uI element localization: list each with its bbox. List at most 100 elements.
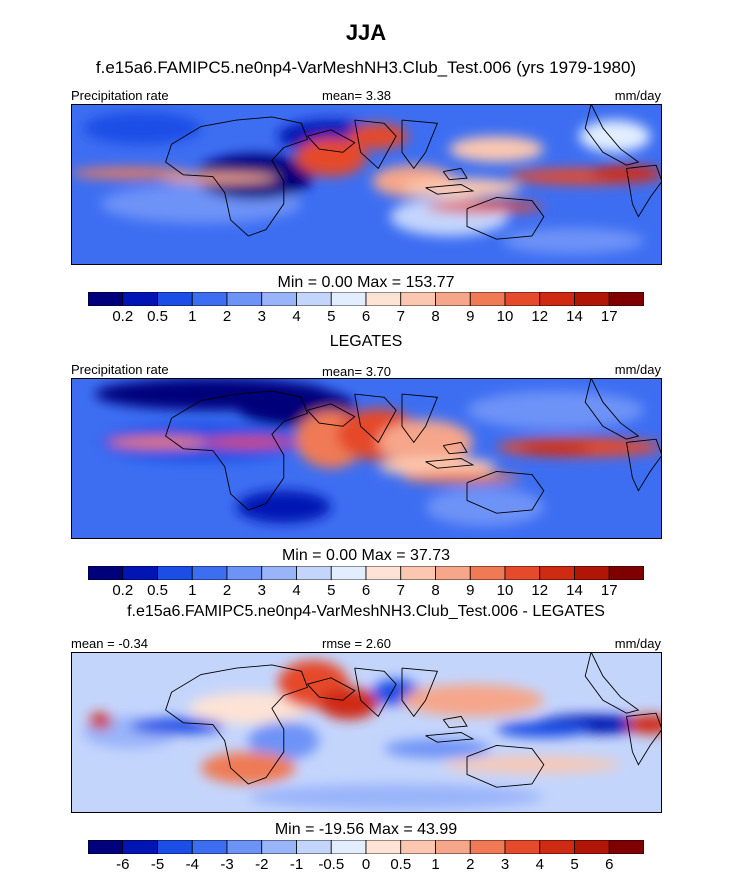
- panel3-mean-label: mean = -0.34: [71, 636, 148, 651]
- coastline: [466, 196, 545, 240]
- colorbar-swatch: [296, 840, 332, 854]
- coastline: [442, 167, 468, 181]
- precip-field-blob: [520, 442, 592, 456]
- colorbar-tick-label: 2: [222, 582, 232, 599]
- colorbar-swatch: [400, 566, 436, 580]
- colorbar-tick-label: -2: [255, 856, 269, 873]
- colorbar-swatch: [504, 566, 541, 580]
- precip-field-blob: [425, 487, 544, 527]
- precip-field-blob: [82, 112, 202, 145]
- colorbar-tick-label: -0.5: [318, 856, 345, 873]
- colorbar-tick-label: 10: [496, 308, 514, 325]
- coastline: [466, 470, 545, 514]
- panel3-difference-map: [71, 652, 662, 813]
- colorbar-swatch: [122, 292, 158, 306]
- colorbar-swatch: [296, 566, 332, 580]
- colorbar-tick-label: 10: [496, 582, 514, 599]
- precip-field-blob: [401, 684, 544, 717]
- colorbar-tick-label: 5: [570, 856, 579, 873]
- colorbar-swatch: [539, 566, 575, 580]
- precip-field-blob: [502, 227, 645, 254]
- colorbar-tick-label: 9: [466, 582, 475, 599]
- precip-field-blob: [130, 718, 225, 735]
- colorbar-tick-label: 14: [566, 308, 583, 325]
- colorbar-swatch: [157, 566, 193, 580]
- panel2-units-label: mm/day: [614, 362, 661, 377]
- colorbar-tick-label: 3: [257, 308, 266, 325]
- precip-field-blob: [626, 714, 662, 735]
- colorbar-swatch: [226, 292, 263, 306]
- colorbar-swatch: [296, 292, 332, 306]
- panel1-left-label: Precipitation rate: [71, 88, 169, 103]
- colorbar-tick-label: 4: [292, 582, 301, 599]
- colorbar-swatch: [469, 566, 506, 580]
- precip-field-blob: [401, 178, 521, 198]
- precip-field-blob: [579, 120, 651, 153]
- colorbar-swatch: [365, 566, 402, 580]
- colorbar-tick-label: 12: [531, 582, 549, 599]
- panel2-left-label: Precipitation rate: [71, 362, 169, 377]
- panel1-precip-map: [71, 104, 662, 265]
- precip-field-blob: [201, 751, 296, 785]
- colorbar-swatch: [608, 840, 644, 854]
- colorbar-tick-label: 4: [292, 308, 301, 325]
- colorbar-swatch: [88, 292, 124, 306]
- coastline: [165, 116, 308, 237]
- colorbar-swatch: [157, 292, 193, 306]
- precip-field-blob: [591, 165, 662, 182]
- colorbar-tick-label: 0.5: [147, 582, 168, 599]
- colorbar-swatch: [191, 566, 228, 580]
- colorbar-swatch: [608, 566, 644, 580]
- colorbar-tick-label: 2: [466, 856, 475, 873]
- colorbar-swatch: [435, 292, 471, 306]
- precip-field-blob: [71, 167, 190, 179]
- panel3-units-label: mm/day: [614, 636, 661, 651]
- precip-field-blob: [401, 472, 521, 484]
- colorbar-swatch: [226, 840, 263, 854]
- colorbar-swatch: [261, 566, 297, 580]
- precip-field-blob: [189, 692, 308, 725]
- coastline: [584, 652, 640, 714]
- colorbar-swatch: [469, 292, 506, 306]
- coastline: [626, 438, 662, 492]
- colorbar-swatch: [574, 566, 610, 580]
- colorbar-swatch: [88, 566, 124, 580]
- colorbar-swatch: [330, 840, 367, 854]
- colorbar-swatch: [122, 840, 158, 854]
- map-border: [71, 652, 662, 813]
- colorbar-tick-label: 0.2: [112, 582, 134, 599]
- colorbar-swatch: [191, 840, 228, 854]
- colorbar-tick-label: 1: [431, 856, 440, 873]
- coastline: [401, 119, 439, 170]
- coastline: [626, 712, 662, 766]
- coastline: [584, 104, 640, 166]
- colorbar-tick-label: 7: [396, 308, 405, 325]
- colorbar-tick-label: -6: [116, 856, 130, 873]
- colorbar-tick-label: 0: [361, 856, 371, 873]
- colorbar-swatch: [88, 840, 124, 854]
- colorbar-tick-label: 14: [566, 582, 583, 599]
- colorbar-tick-label: 2: [222, 308, 232, 325]
- colorbar-swatch: [608, 292, 644, 306]
- coastline: [442, 441, 468, 455]
- precip-field-blob: [348, 123, 408, 150]
- figure-subtitle: f.e15a6.FAMIPC5.ne0np4-VarMeshNH3.Club_T…: [95, 58, 637, 77]
- colorbar-tick-label: 0.2: [112, 308, 134, 325]
- precip-field-blob: [159, 173, 278, 183]
- panel2-precip-map: [71, 378, 662, 539]
- coastline: [401, 393, 439, 444]
- colorbar-swatch: [504, 292, 541, 306]
- coastline: [354, 393, 397, 444]
- precip-field-blob: [248, 784, 544, 810]
- colorbar-swatch: [365, 840, 402, 854]
- colorbar-tick-label: 5: [327, 582, 336, 599]
- colorbar-tick-label: 4: [535, 856, 544, 873]
- coastline: [425, 732, 475, 743]
- coastline: [165, 664, 308, 785]
- colorbar-swatch: [574, 292, 610, 306]
- coastline: [442, 715, 468, 729]
- colorbar-swatch: [539, 840, 575, 854]
- colorbar-tick-label: 12: [531, 308, 549, 325]
- colorbar-tick-label: 0.5: [147, 308, 168, 325]
- coastline: [626, 164, 662, 218]
